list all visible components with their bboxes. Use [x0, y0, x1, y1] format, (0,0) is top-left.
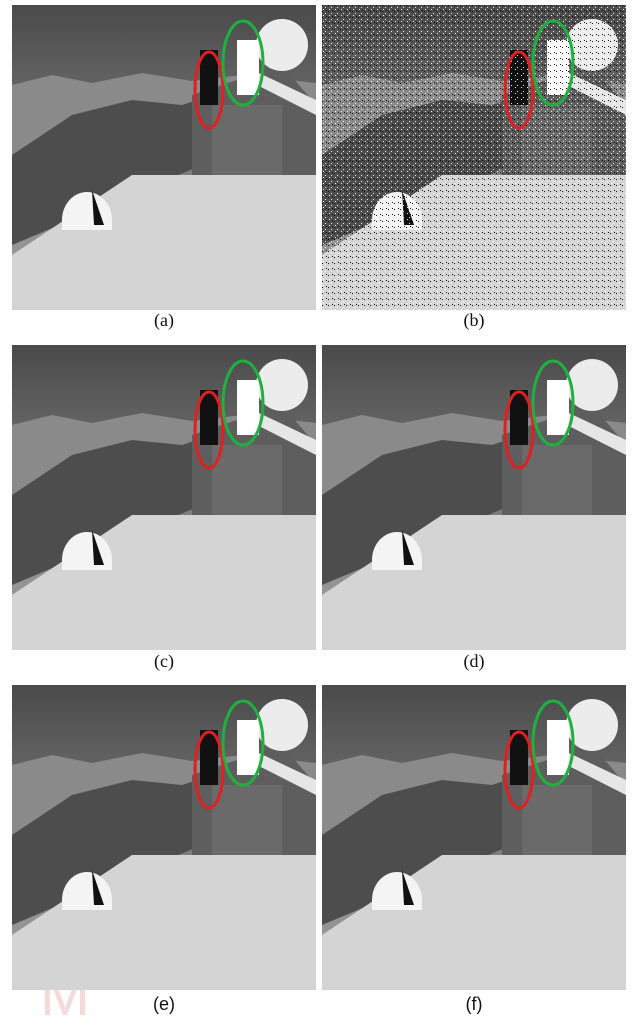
- image: [12, 5, 316, 310]
- image-panel: [322, 685, 626, 990]
- panel-label: (a): [154, 310, 174, 331]
- image: [12, 345, 316, 650]
- panel-label: (d): [464, 651, 485, 672]
- panel-label: (f): [466, 994, 483, 1014]
- panel-label: (b): [464, 310, 485, 331]
- image-panel: [12, 5, 316, 310]
- image: [322, 685, 626, 990]
- panel-label: (c): [154, 651, 174, 672]
- image-panel: [12, 685, 316, 990]
- image: [12, 685, 316, 990]
- image-panel: [12, 345, 316, 650]
- image-panel: [322, 345, 626, 650]
- image-panel: [322, 5, 626, 310]
- figure: M (a)(b)(c)(d)(e)(f): [0, 0, 632, 1025]
- panel-label: (e): [153, 994, 175, 1014]
- noise-overlay: [322, 5, 626, 310]
- image: [322, 345, 626, 650]
